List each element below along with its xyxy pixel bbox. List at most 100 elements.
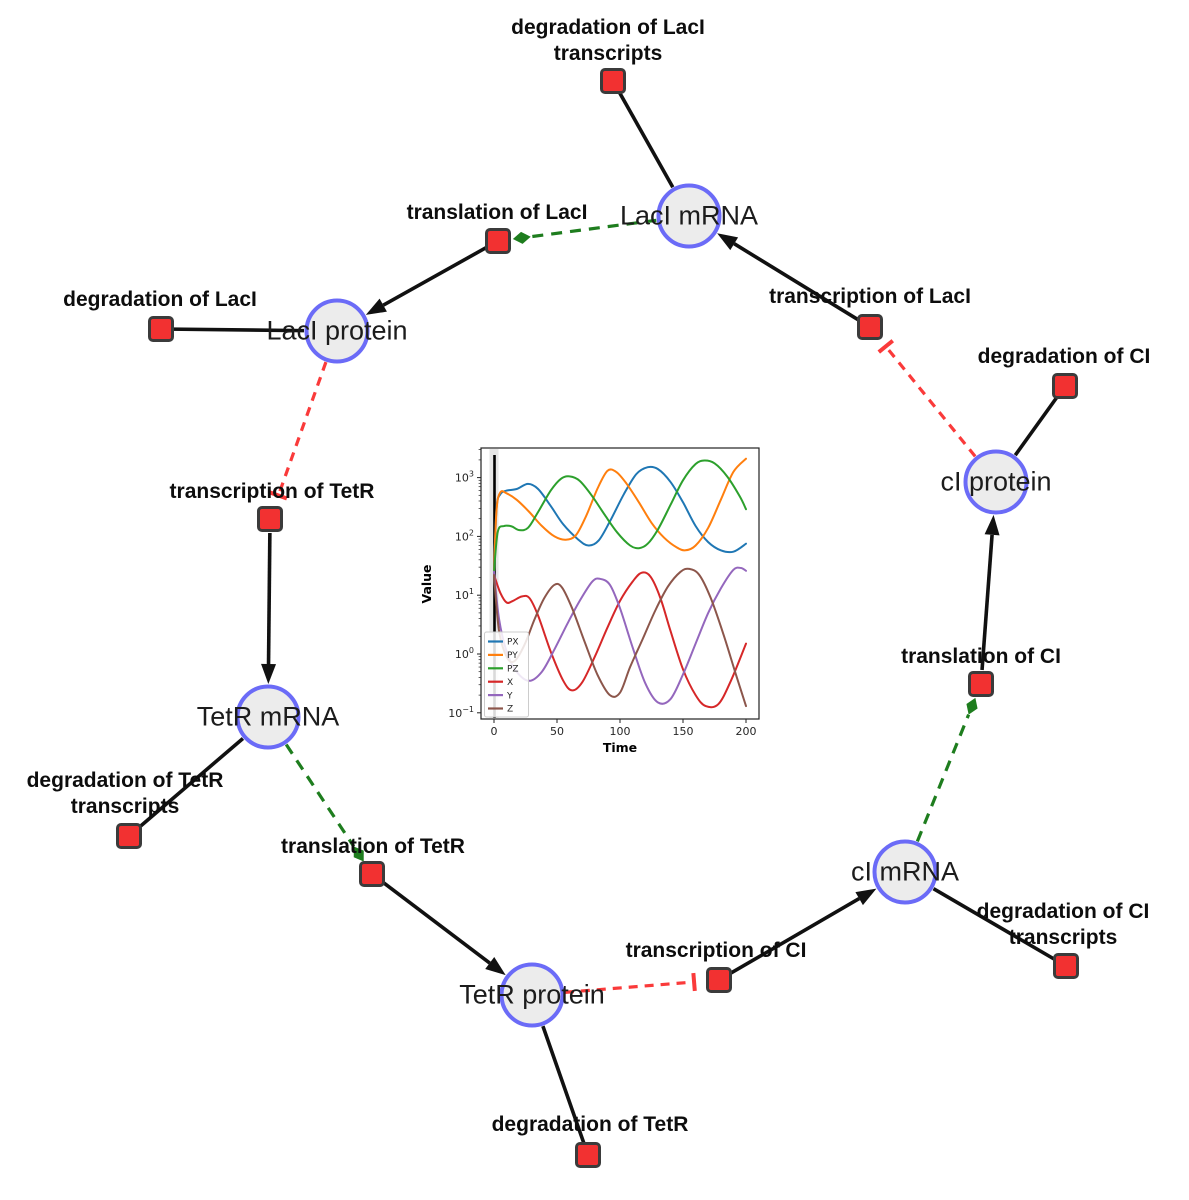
reaction-label-degradation-of-ci-transcripts: degradation of CI transcripts [977, 899, 1150, 951]
reaction-label-translation-of-laci: translation of LacI [407, 200, 588, 226]
edge-production-transcription-of-ci-to-ci-mrna [730, 888, 877, 975]
modifier-diamond-icon [512, 231, 531, 244]
edge-modifier-ci-mrna-to-translation-of-ci [915, 697, 978, 843]
chart-legend-label-PZ: PZ [507, 665, 519, 675]
species-label-ci-protein: cI protein [940, 466, 1052, 497]
modifier-diamond-icon [966, 697, 978, 715]
edge-consumption-laci-mrna-to-degradation-of-laci-transcripts [611, 80, 675, 189]
species-label-tetr-protein: TetR protein [459, 979, 605, 1010]
reaction-node-transcription-of-ci[interactable] [706, 967, 732, 993]
reaction-label-transcription-of-laci: transcription of LacI [769, 284, 971, 310]
arrowhead-icon [261, 663, 277, 685]
edge-consumption-laci-protein-to-degradation-of-laci [160, 327, 305, 333]
species-node-tetr-protein[interactable] [499, 962, 565, 1028]
chart-x-axis-label: Time [603, 740, 637, 755]
edge-inhibition-ci-protein-to-transcription-of-laci [877, 339, 977, 458]
chart-x-tick-label: 150 [673, 725, 694, 738]
reaction-node-degradation-of-ci[interactable] [1052, 373, 1078, 399]
reaction-label-degradation-of-laci-transcripts: degradation of LacI transcripts [511, 15, 705, 67]
edge-consumption-ci-mrna-to-degradation-of-ci-transcripts [932, 887, 1067, 968]
inhibition-tbar-icon [877, 339, 895, 354]
edge-consumption-tetr-mrna-to-degradation-of-tetr-transcripts [127, 737, 245, 838]
reaction-label-line: degradation of CI [977, 345, 1151, 368]
reaction-label-line: degradation of LacI [511, 16, 705, 39]
chart-x-tick-label: 200 [736, 725, 757, 738]
edge-production-translation-of-laci-to-laci-protein [365, 246, 487, 315]
chart-curve-PX [493, 465, 747, 573]
chart-legend-label-X: X [507, 678, 513, 688]
reaction-label-transcription-of-tetr: transcription of TetR [170, 479, 375, 505]
reaction-label-degradation-of-tetr-transcripts: degradation of TetR transcripts [27, 768, 224, 820]
species-label-laci-protein: LacI protein [266, 315, 408, 346]
edge-production-translation-of-ci-to-ci-protein [980, 514, 1000, 671]
edges-layer [127, 80, 1067, 1156]
reaction-label-degradation-of-ci: degradation of CI [978, 344, 1151, 370]
reaction-label-degradation-of-laci: degradation of LacI [63, 287, 257, 313]
reaction-label-line: degradation of CI [976, 900, 1150, 923]
edge-inhibition-tetr-protein-to-transcription-of-ci [564, 972, 697, 994]
arrowhead-icon [984, 514, 1000, 536]
chart-y-axis-label: Value [419, 564, 434, 603]
species-node-ci-mrna[interactable] [872, 839, 938, 905]
reaction-node-translation-of-laci[interactable] [485, 228, 511, 254]
chart-legend-label-Y: Y [506, 691, 513, 701]
species-node-laci-mrna[interactable] [656, 183, 722, 249]
species-label-tetr-mrna: TetR mRNA [196, 701, 340, 732]
reaction-label-line: translation of CI [901, 645, 1061, 668]
species-node-tetr-mrna[interactable] [235, 684, 301, 750]
edge-modifier-tetr-mrna-to-translation-of-tetr [284, 743, 364, 862]
chart-y-tick-label: 101 [455, 587, 474, 602]
reaction-label-line: degradation of TetR [26, 769, 224, 792]
reaction-label-line: transcription of CI [625, 939, 807, 962]
edge-production-transcription-of-laci-to-laci-mrna [717, 233, 860, 322]
chart-legend-label-PY: PY [507, 651, 518, 661]
inset-time-series-chart: Time Value 0 50 100 150 200 10−1 100 101 102 103 P… [419, 447, 760, 755]
reaction-label-line: degradation of LacI [63, 288, 257, 311]
reaction-node-degradation-of-tetr-transcripts[interactable] [116, 823, 142, 849]
chart-y-tick-label: 102 [455, 528, 474, 543]
chart-x-tick-label: 50 [550, 725, 564, 738]
edge-production-transcription-of-tetr-to-tetr-mrna [261, 532, 277, 685]
inhibition-tbar-icon [691, 972, 697, 992]
chart-curve-PY [493, 457, 747, 573]
reaction-node-translation-of-tetr[interactable] [359, 861, 385, 887]
arrowhead-icon [855, 888, 877, 906]
reaction-node-degradation-of-tetr[interactable] [575, 1142, 601, 1168]
reaction-node-degradation-of-ci-transcripts[interactable] [1053, 953, 1079, 979]
chart-legend-label-Z: Z [507, 705, 513, 715]
reaction-node-transcription-of-tetr[interactable] [257, 506, 283, 532]
reaction-node-degradation-of-laci-transcripts[interactable] [600, 68, 626, 94]
edge-consumption-tetr-protein-to-degradation-of-tetr [541, 1025, 590, 1156]
chart-y-tick-label: 100 [455, 646, 474, 661]
edge-inhibition-laci-protein-to-transcription-of-tetr [269, 361, 328, 501]
reaction-label-line: transcripts [1008, 926, 1118, 949]
reaction-label-transcription-of-ci: transcription of CI [626, 938, 807, 964]
reaction-node-translation-of-ci[interactable] [968, 671, 994, 697]
chart-legend-label-PX: PX [507, 638, 519, 648]
edge-production-translation-of-tetr-to-tetr-protein [382, 881, 506, 976]
species-label-ci-mrna: cI mRNA [851, 856, 959, 887]
species-label-laci-mrna: LacI mRNA [619, 200, 759, 231]
chart-y-tick-label: 103 [455, 470, 474, 485]
chart-x-tick-label: 0 [491, 725, 498, 738]
reaction-label-line: transcription of TetR [169, 480, 375, 503]
edge-modifier-laci-mrna-to-translation-of-laci [512, 218, 657, 244]
arrowhead-icon [485, 957, 506, 976]
reaction-label-line: translation of TetR [281, 835, 465, 858]
modifier-diamond-icon [353, 846, 364, 862]
chart-legend: PX PY PZ XYZ [484, 631, 529, 718]
arrowhead-icon [365, 298, 387, 315]
reaction-label-translation-of-ci: translation of CI [901, 644, 1061, 670]
reaction-label-line: translation of LacI [406, 201, 588, 224]
species-node-laci-protein[interactable] [304, 298, 370, 364]
reaction-label-line: transcripts [553, 42, 663, 65]
chart-curve-X [493, 571, 747, 709]
species-node-ci-protein[interactable] [963, 449, 1029, 515]
reaction-label-translation-of-tetr: translation of TetR [281, 834, 465, 860]
reaction-node-transcription-of-laci[interactable] [857, 314, 883, 340]
reaction-label-line: transcripts [70, 795, 180, 818]
reaction-node-degradation-of-laci[interactable] [148, 316, 174, 342]
arrowhead-icon [717, 233, 739, 251]
